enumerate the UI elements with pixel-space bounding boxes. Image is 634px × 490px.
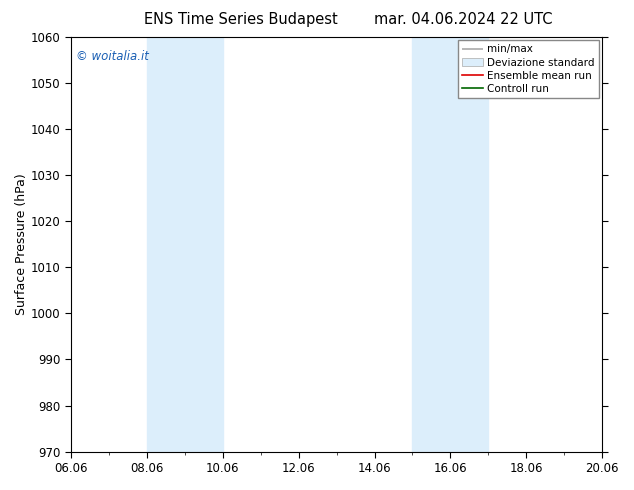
- Bar: [450, 37, 488, 452]
- Bar: [413, 37, 450, 452]
- Bar: [147, 37, 184, 452]
- Bar: [184, 37, 223, 452]
- Text: ENS Time Series Budapest: ENS Time Series Budapest: [144, 12, 338, 27]
- Legend: min/max, Deviazione standard, Ensemble mean run, Controll run: min/max, Deviazione standard, Ensemble m…: [458, 40, 599, 98]
- Y-axis label: Surface Pressure (hPa): Surface Pressure (hPa): [15, 173, 28, 315]
- Text: mar. 04.06.2024 22 UTC: mar. 04.06.2024 22 UTC: [373, 12, 552, 27]
- Text: © woitalia.it: © woitalia.it: [76, 49, 149, 63]
